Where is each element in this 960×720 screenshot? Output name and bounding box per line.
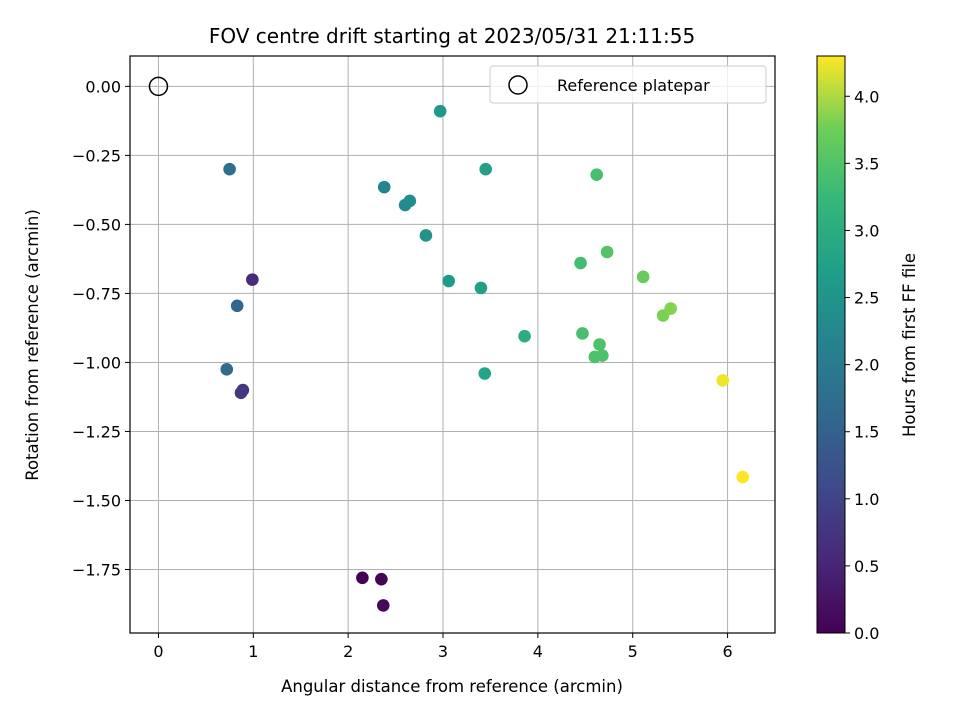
data-point [596,349,609,362]
data-point [600,245,614,259]
y-tick-label: −1.75 [72,561,121,580]
colorbar-label: Hours from first FF file [900,253,919,437]
y-tick-label: −0.50 [72,215,121,234]
colorbar-tick-label: 0.5 [854,557,879,576]
data-point [419,229,433,242]
y-tick-label: −1.00 [72,353,121,372]
x-tick-label: 5 [628,642,638,661]
data-point [479,162,492,176]
legend-label-reference: Reference platepar [557,76,710,95]
data-point [356,571,369,585]
y-tick-label: −1.50 [72,491,121,510]
data-point [593,338,606,351]
legend-box [489,65,767,104]
y-tick-label: −0.75 [72,284,121,303]
colorbar-tick-label: 2.0 [854,356,879,375]
colorbar-tick-label: 1.0 [854,490,879,509]
data-point [576,327,589,340]
data-point [474,281,488,295]
data-point [230,299,244,313]
y-axis-ticks: 0.00 −0.25 −0.50 −0.75 −1.00 −1.25 −1.50 −1.75 [72,77,130,580]
reference-point-marker [148,76,169,97]
data-points [148,76,750,612]
data-point [442,274,456,288]
colorbar-tick-label: 2.5 [854,289,879,308]
x-tick-label: 0 [153,642,163,661]
data-point [478,367,492,380]
data-point [433,104,447,118]
legend-marker-reference [508,75,528,95]
data-point [736,470,750,484]
data-point [716,374,730,387]
data-point [223,162,236,176]
y-tick-label: −1.25 [72,422,121,441]
data-point [574,256,587,270]
colorbar-tick-label: 1.5 [854,423,879,442]
x-axis-label: Angular distance from reference (arcmin) [281,677,623,696]
data-point [636,270,650,284]
data-point [234,386,248,400]
colorbar-tick-label: 0.0 [854,624,879,643]
data-point [403,194,417,208]
data-point [664,302,677,315]
legend: Reference platepar [489,65,767,104]
data-point [375,572,388,586]
x-tick-label: 1 [248,642,258,661]
x-axis-ticks: 0 1 2 3 4 5 6 [153,633,733,661]
plot-frame [129,55,776,634]
y-tick-label: 0.00 [85,77,121,96]
data-point [590,168,603,182]
data-point [518,329,531,343]
colorbar-tick-label: 3.0 [854,221,879,240]
x-tick-label: 3 [438,642,448,661]
data-point [220,363,234,376]
colorbar: 0.0 0.5 1.0 1.5 2.0 2.5 3.0 3.5 4.0 Hours from f… [816,55,919,643]
x-tick-label: 6 [722,642,732,661]
colorbar-gradient [816,55,846,634]
data-point [377,180,391,194]
y-tick-label: −0.25 [72,146,121,165]
x-tick-label: 2 [343,642,353,661]
colorbar-tick-label: 4.0 [854,87,879,106]
data-point [376,599,390,612]
grid-layer [130,56,775,633]
chart-title: FOV centre drift starting at 2023/05/31 … [209,24,695,48]
x-tick-label: 4 [533,642,543,661]
y-axis-label: Rotation from reference (arcmin) [23,209,42,481]
colorbar-tick-label: 3.5 [854,154,879,173]
colorbar-ticks: 0.0 0.5 1.0 1.5 2.0 2.5 3.0 3.5 4.0 [845,87,879,643]
data-point [246,273,259,286]
